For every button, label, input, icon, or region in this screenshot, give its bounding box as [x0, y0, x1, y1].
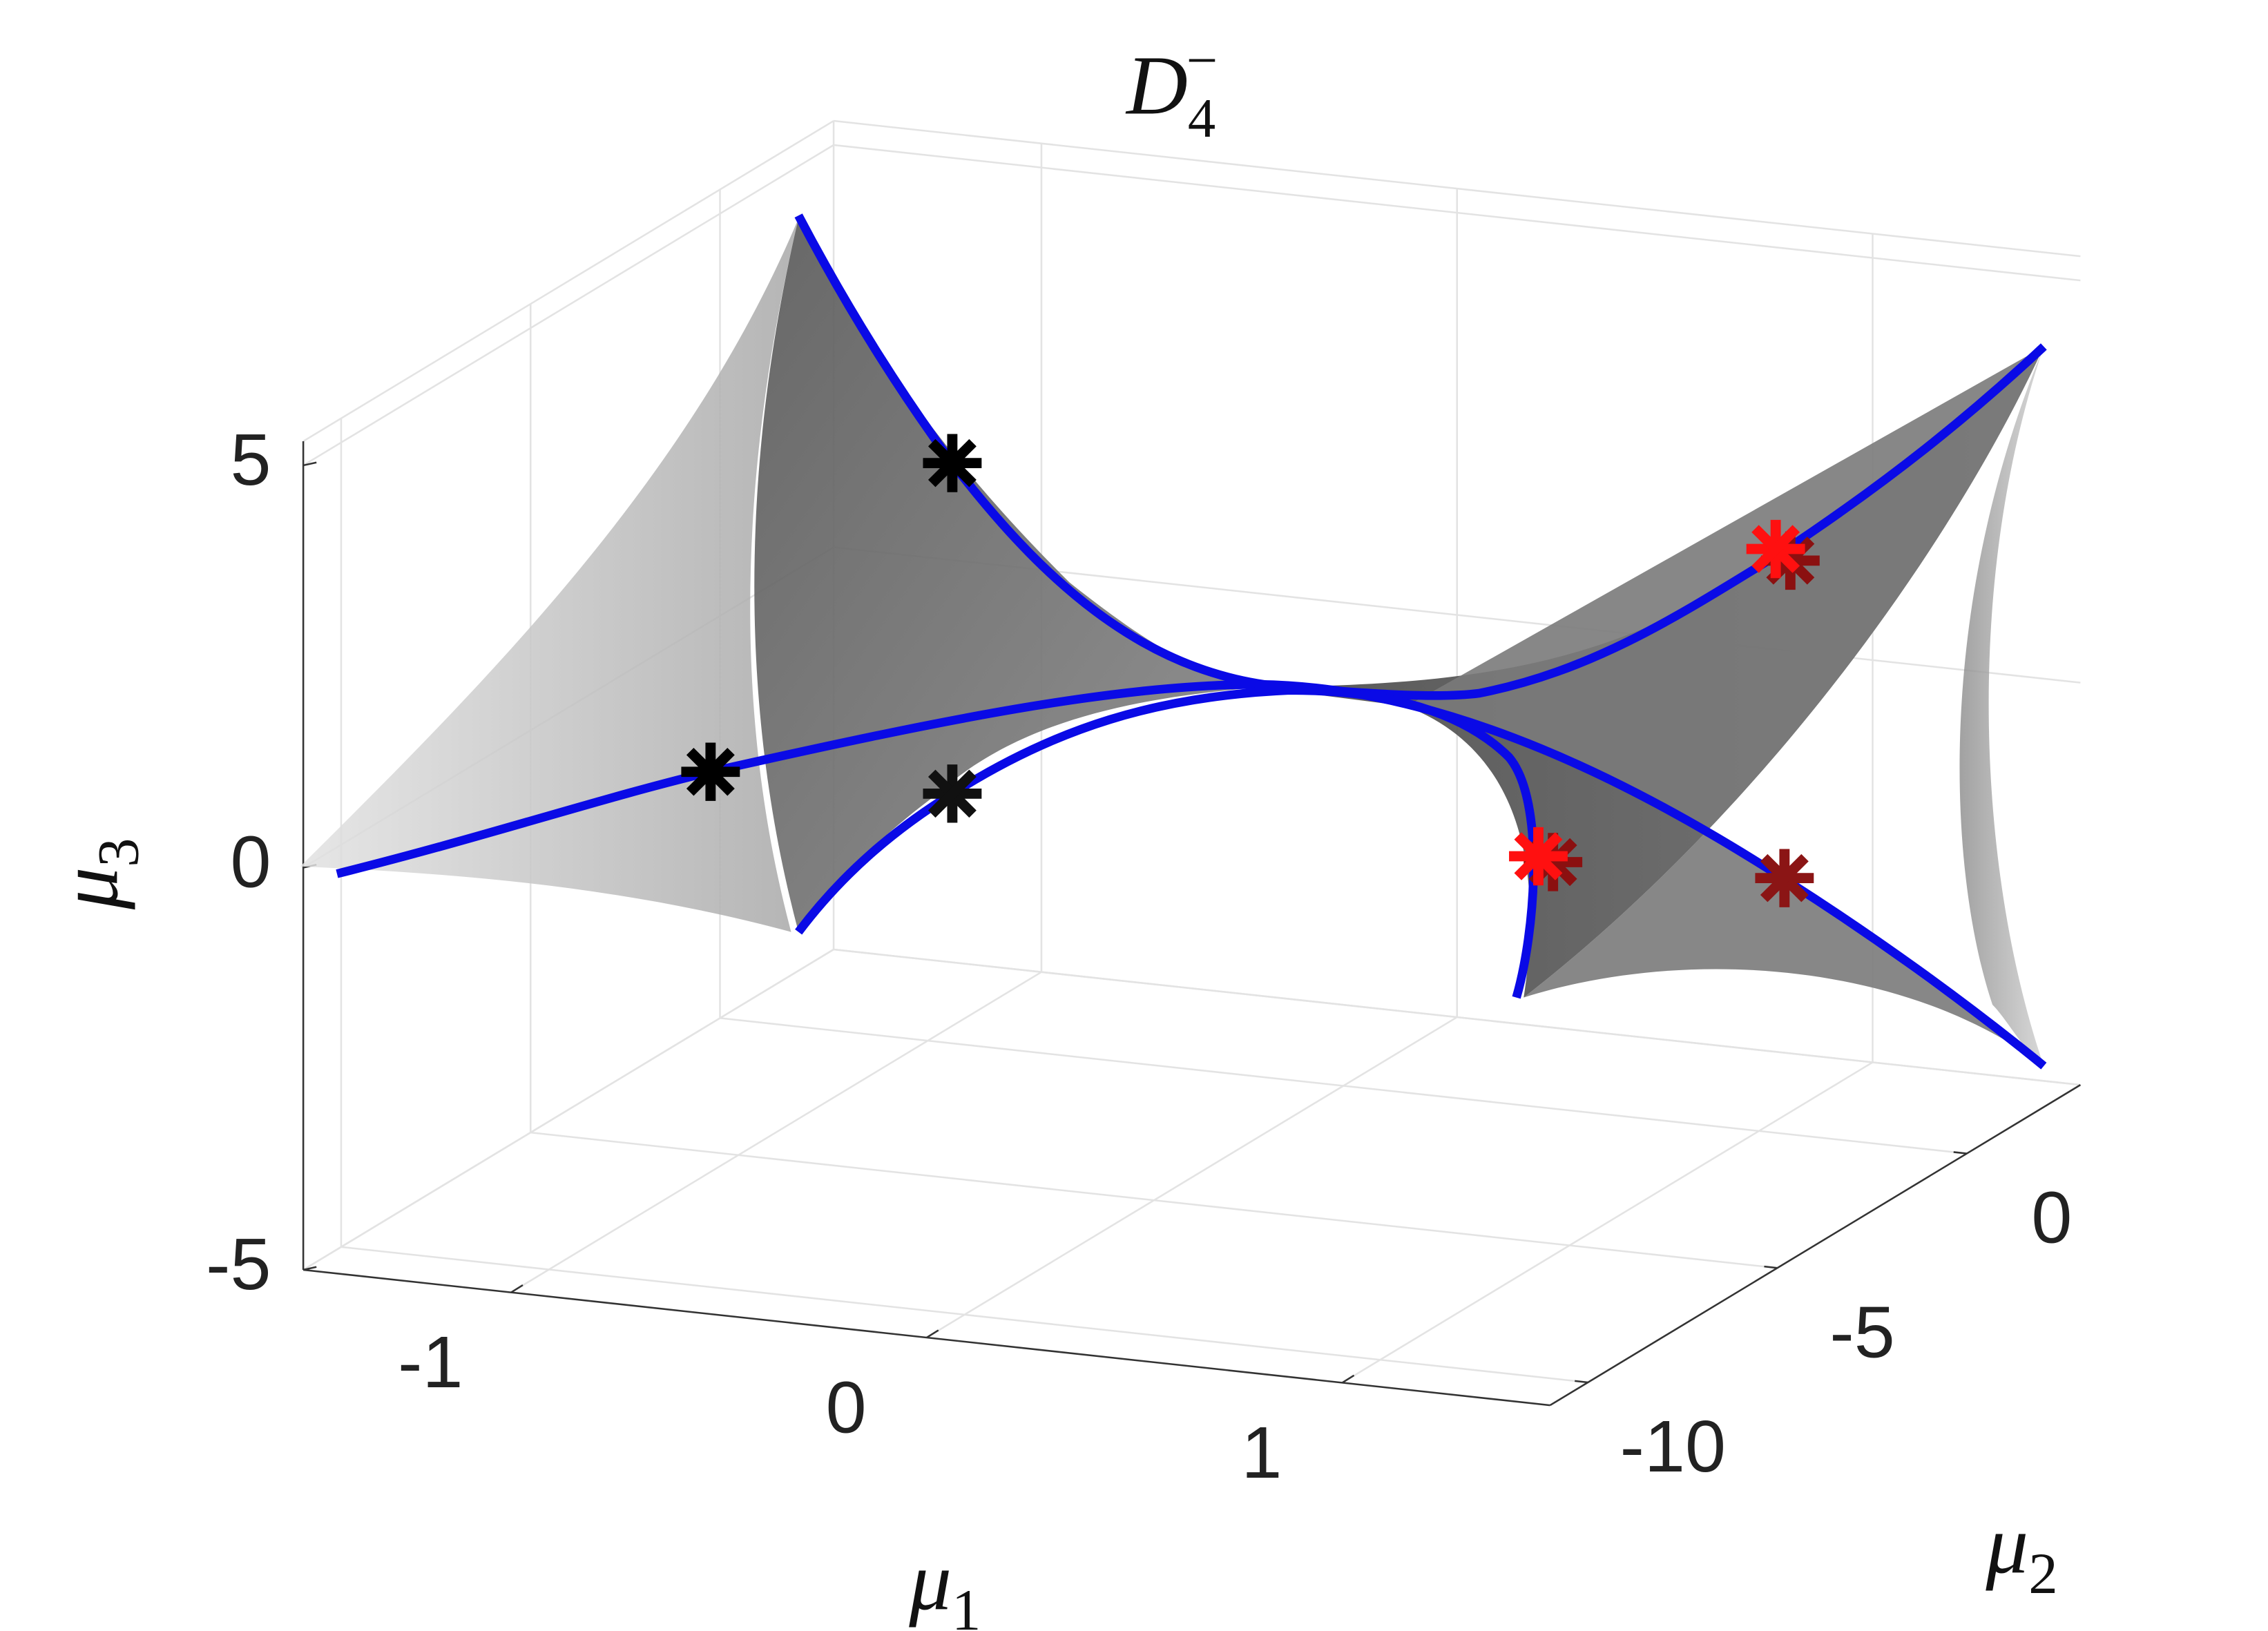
grid-line: [833, 948, 2081, 1086]
tick-mark: [1575, 1380, 1588, 1384]
x-label-base: μ: [908, 1534, 952, 1628]
marker: [923, 764, 981, 822]
y-label-subscript: 2: [2028, 1542, 2057, 1606]
marker: [1747, 520, 1805, 578]
tick-mark: [510, 1284, 523, 1293]
surface-left-outer: [300, 218, 799, 932]
x-tick-label: 0: [826, 1367, 867, 1449]
marker: [681, 743, 740, 801]
x-tick-label: -1: [398, 1322, 463, 1403]
surface: [300, 218, 2044, 1066]
tick-mark: [1764, 1265, 1778, 1269]
plot: D4− μ1 μ2 μ3 -505-101 -10-50: [41, 30, 2082, 1631]
surface-right-outer: [1959, 346, 2044, 1066]
tick-mark: [1953, 1151, 1967, 1155]
grid-line: [1341, 1061, 1874, 1384]
grid-line: [530, 1131, 1778, 1269]
grid-line: [833, 144, 2081, 282]
axis-line: [1549, 1084, 2082, 1407]
grid-line: [510, 971, 1042, 1293]
y-label-base: μ: [1985, 1498, 2028, 1592]
grid-line: [926, 1016, 1458, 1339]
chart-title: D4−: [1125, 30, 1218, 149]
z-tick-label: 5: [230, 419, 271, 501]
z-label-subscript: 3: [86, 838, 151, 867]
x-tick-label: 1: [1241, 1412, 1282, 1494]
x-axis-label: μ1: [908, 1534, 981, 1631]
y-tick-label: 0: [2031, 1177, 2072, 1259]
marker: [923, 434, 981, 492]
z-label-base: μ: [41, 867, 135, 910]
tick-mark: [1341, 1374, 1355, 1384]
y-axis-label: μ2: [1985, 1498, 2057, 1606]
z-tick-label: -5: [206, 1224, 271, 1305]
box-edge: [302, 119, 834, 443]
grid-line: [302, 948, 834, 1271]
surface-left-inner: [754, 218, 1260, 932]
curve: [795, 686, 1538, 999]
grid-line: [302, 144, 834, 467]
tick-mark: [302, 1266, 317, 1271]
grid-line: [340, 1246, 1588, 1384]
y-tick-label: -10: [1620, 1406, 1726, 1487]
tick-mark: [302, 461, 317, 467]
y-tick-label: -5: [1829, 1292, 1894, 1373]
labels: D4− μ1 μ2 μ3 -505-101 -10-50: [41, 30, 2072, 1631]
title-subscript: 4: [1188, 88, 1215, 149]
tick-mark: [926, 1329, 939, 1339]
title-superscript: −: [1186, 30, 1218, 91]
marker: [1755, 849, 1814, 907]
title-base: D: [1125, 39, 1188, 133]
surface-right-lower: [1406, 346, 2044, 1066]
x-label-subscript: 1: [952, 1579, 981, 1631]
z-axis-label: μ3: [41, 838, 151, 911]
grid-line: [720, 1017, 1967, 1155]
z-tick-label: 0: [230, 822, 271, 903]
